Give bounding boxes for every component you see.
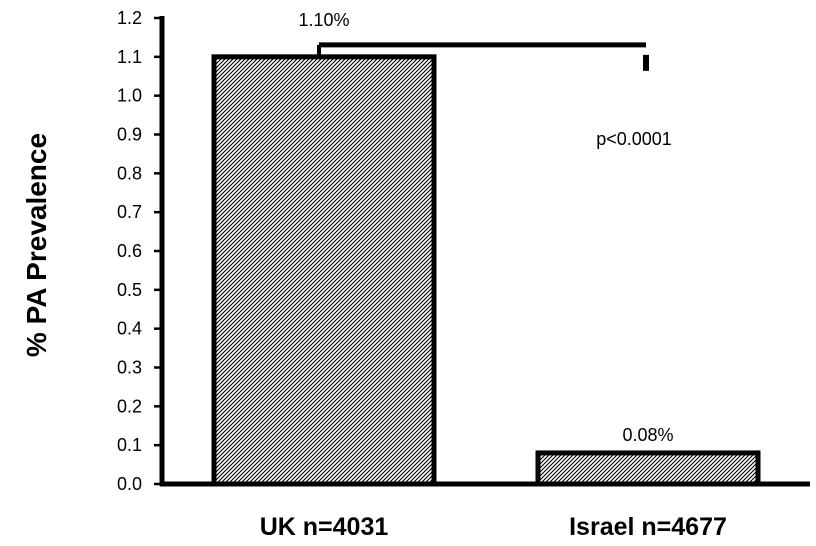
p-value-annotation: p<0.0001: [596, 129, 672, 149]
y-tick-label: 0.3: [117, 358, 142, 378]
y-tick-label: 0.6: [117, 241, 142, 261]
bars: [211, 54, 761, 487]
y-tick-label: 0.9: [117, 125, 142, 145]
y-tick-label: 1.2: [117, 8, 142, 28]
data-label-israel: 0.08%: [622, 425, 673, 445]
y-tick-label: 1.1: [117, 47, 142, 67]
y-tick-label: 0.7: [117, 202, 142, 222]
significance-bracket: [317, 42, 649, 71]
y-axis-title: % PA Prevalence: [21, 133, 52, 357]
y-tick-label: 0.4: [117, 319, 142, 339]
category-label-uk: UK n=4031: [260, 513, 389, 541]
y-tick-label: 0.2: [117, 396, 142, 416]
data-label-uk: 1.10%: [298, 10, 349, 30]
bar-uk: [211, 54, 437, 487]
y-tick-label: 0.5: [117, 280, 142, 300]
y-axis-ticks: 0.0 0.1 0.2 0.3 0.4 0.5 0.6 0.7 0.8 0.9 1.0 1.1 1.2: [117, 8, 162, 494]
y-tick-label: 0.0: [117, 474, 142, 494]
data-labels: 1.10% 0.08%: [298, 10, 673, 445]
axes: [159, 16, 810, 487]
bar-israel: [535, 450, 761, 487]
y-tick-label: 0.1: [117, 435, 142, 455]
category-labels: UK n=4031 Israel n=4677: [260, 513, 727, 541]
y-tick-label: 0.8: [117, 163, 142, 183]
y-tick-label: 1.0: [117, 86, 142, 106]
category-label-israel: Israel n=4677: [569, 513, 727, 541]
